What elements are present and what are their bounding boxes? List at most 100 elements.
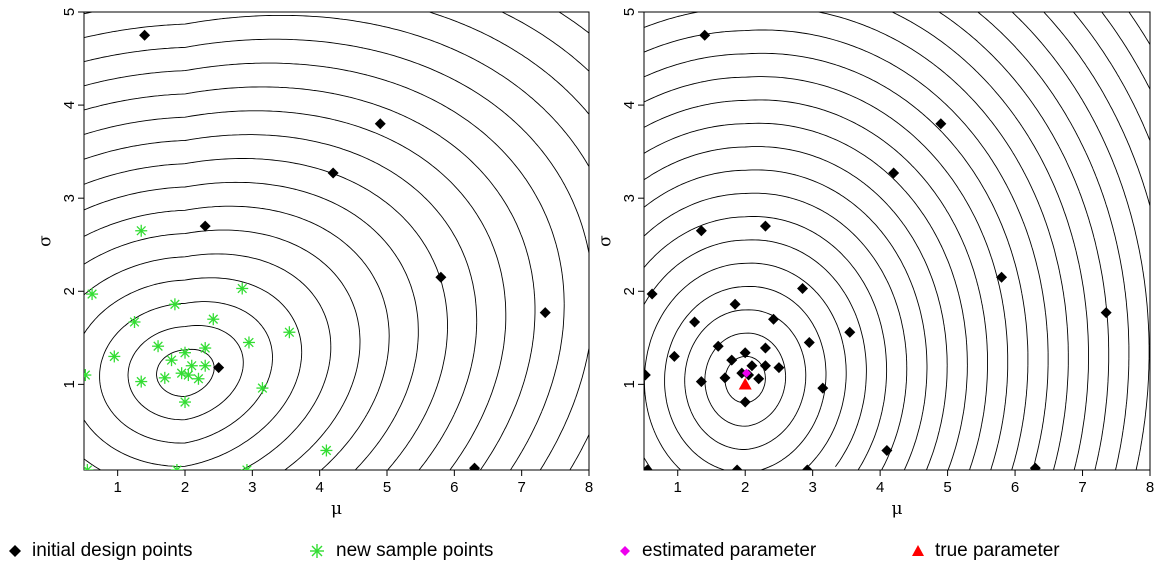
diamond-point (844, 326, 856, 338)
x-tick-label: 1 (113, 479, 121, 496)
contour-line (891, 12, 1089, 470)
legend-label-true: true parameter (935, 540, 1060, 561)
asterisk-point (168, 298, 181, 311)
left-contour-panel: 1 2 3 4 5 6 7 8 1 2 3 4 5 μ σ (36, 8, 594, 519)
asterisk-point (158, 371, 171, 384)
asterisk-point (165, 354, 178, 367)
legend: initial design points new sample points … (0, 536, 1161, 566)
asterisk-point (84, 369, 92, 382)
diamond-point (1100, 307, 1112, 319)
diamond-point (712, 340, 724, 352)
diamond-point (1029, 462, 1041, 470)
contour-line (127, 325, 244, 421)
diamond-point (699, 29, 711, 41)
diamond-point (746, 360, 758, 372)
contour-line (644, 169, 928, 470)
contour-line (84, 86, 536, 470)
triangle-point (738, 377, 752, 390)
contour-line (1011, 12, 1150, 470)
contour-line (644, 146, 948, 470)
asterisk-point (199, 342, 212, 355)
asterisk-point (135, 224, 148, 237)
contour-lines (644, 12, 1150, 470)
contour-line (1128, 12, 1150, 45)
plot-frame (643, 11, 1151, 471)
diamond-point (726, 354, 738, 366)
legend-label-initial-design: initial design points (32, 540, 193, 561)
y-tick-label: 4 (621, 101, 638, 109)
contour-line (84, 12, 589, 115)
legend-item-initial-design: initial design points (8, 536, 193, 566)
diamond-point (668, 350, 680, 362)
contour-line (724, 355, 766, 404)
asterisk-point (84, 464, 94, 470)
contour-line (84, 229, 361, 470)
diamond-point (695, 225, 707, 237)
diamond-point (881, 444, 893, 456)
contour-line (938, 12, 1110, 470)
x-tick-label: 3 (248, 479, 256, 496)
diamond-point (888, 167, 900, 179)
y-tick-label: 3 (621, 194, 638, 202)
legend-label-estimated: estimated parameter (642, 540, 817, 561)
contour-line (644, 29, 1049, 470)
y-tick-label: 5 (621, 8, 638, 16)
contour-line (644, 122, 968, 470)
contour-line (84, 38, 589, 470)
diamond-point (199, 220, 211, 232)
x-axis-title: μ (331, 499, 342, 519)
diamond-marker-icon (620, 546, 630, 556)
x-tick-label: 5 (943, 479, 951, 496)
x-tick-label: 4 (315, 479, 323, 496)
contour-line (84, 277, 303, 467)
legend-item-true: true parameter (911, 536, 1060, 566)
x-tick-label: 8 (585, 479, 593, 496)
asterisk-point (135, 375, 148, 388)
contour-line (644, 216, 888, 470)
asterisk-point (320, 444, 333, 457)
y-tick-label: 4 (61, 101, 78, 109)
x-tick-label: 4 (876, 479, 884, 496)
diamond-point (646, 288, 658, 300)
x-tick-label: 7 (517, 479, 525, 496)
contour-line (644, 99, 988, 470)
contour-line (644, 52, 1029, 470)
x-tick-label: 8 (1146, 479, 1154, 496)
diamond-point (768, 313, 780, 325)
legend-item-estimated: estimated parameter (618, 536, 816, 566)
x-axis-title: μ (891, 499, 902, 519)
legend-item-new-sample: new sample points (308, 536, 493, 566)
x-tick-label: 2 (741, 479, 749, 496)
contour-line (501, 12, 589, 72)
x-tick-label: 2 (181, 479, 189, 496)
diamond-point (739, 347, 751, 359)
contour-line (84, 14, 589, 470)
contour-line (644, 262, 847, 470)
asterisk-point (86, 288, 99, 301)
diamond-marker-icon (9, 545, 21, 557)
asterisk-point (199, 359, 212, 372)
asterisk-point (207, 313, 220, 326)
diamond-point (644, 464, 653, 470)
asterisk-point (256, 382, 269, 395)
asterisk-point (236, 282, 249, 295)
figure: 1 2 3 4 5 6 7 8 1 2 3 4 5 μ σ 1 2 3 4 5 6 7 8 1 2 3 4 5 μ σ (36, 8, 1155, 519)
diamond-point (435, 271, 447, 283)
plot-frame (83, 11, 590, 471)
asterisk-point (152, 340, 165, 353)
contour-line (644, 192, 908, 470)
diamond-point (753, 373, 765, 385)
x-tick-label: 3 (808, 479, 816, 496)
x-tick-label: 6 (1011, 479, 1019, 496)
asterisk-point (170, 464, 183, 470)
diamond-point (803, 336, 815, 348)
contour-line (84, 181, 419, 470)
asterisk-point (242, 336, 255, 349)
y-tick-label: 2 (621, 287, 638, 295)
diamond-point (996, 271, 1008, 283)
y-axis-title: σ (36, 235, 56, 247)
y-tick-label: 1 (61, 380, 78, 388)
contour-line (84, 110, 507, 470)
contour-line (84, 205, 390, 470)
diamond-point (695, 376, 707, 388)
